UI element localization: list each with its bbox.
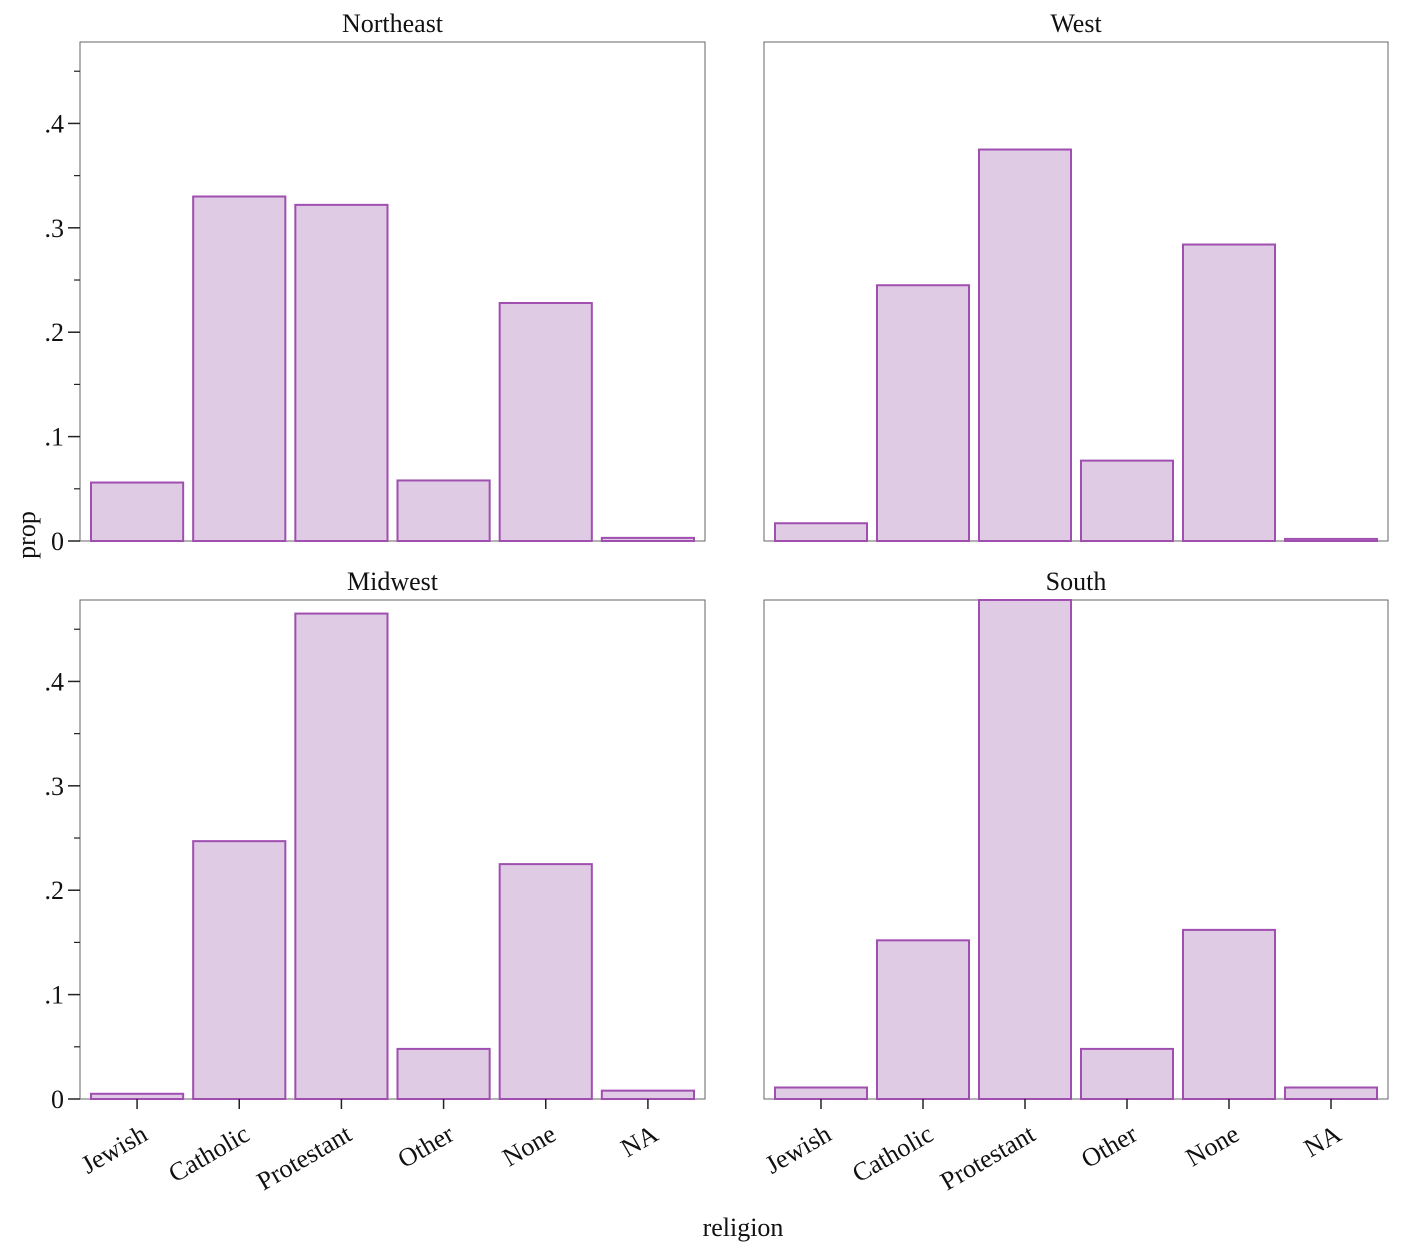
panel-title-west: West [1050,9,1102,38]
panel-frame-midwest [79,599,706,1100]
bar-midwest-na [600,1089,695,1101]
bar-south-na [1284,1086,1378,1100]
x-tick-label-south-na: NA [1299,1119,1346,1163]
bar-south-none [1182,928,1276,1101]
y-tick-label-midwest: .3 [45,772,65,801]
x-tick-label-midwest-catholic: Catholic [163,1119,254,1188]
bar-northeast-other [396,479,491,542]
y-tick-label-midwest: 0 [51,1085,64,1114]
y-tick-label-midwest: .4 [45,667,65,696]
panel-title-northeast: Northeast [342,9,444,38]
y-tick-label-northeast: .3 [45,214,65,243]
bar-west-jewish [774,522,868,542]
x-axis-title: religion [703,1213,784,1242]
bar-northeast-catholic [192,195,287,542]
bar-south-other [1080,1047,1174,1101]
bar-midwest-protestant [294,612,389,1100]
x-tick-label-south-none: None [1181,1119,1244,1172]
bar-south-catholic [876,939,970,1101]
x-tick-label-south-jewish: Jewish [760,1119,836,1180]
bar-west-none [1182,243,1276,542]
x-tick-label-south-protestant: Protestant [935,1119,1040,1196]
bar-northeast-none [498,301,593,543]
y-tick-label-midwest: .2 [45,876,65,905]
panel-title-south: South [1046,567,1107,596]
panel-frame-west [763,41,1389,542]
x-tick-label-south-catholic: Catholic [847,1119,938,1188]
bar-west-catholic [876,284,970,542]
y-tick-label-northeast: 0 [51,527,64,556]
y-axis-title: prop [12,511,41,559]
panel-frame-south [763,599,1389,1100]
bar-midwest-catholic [192,840,287,1101]
x-tick-label-midwest-none: None [497,1119,560,1172]
panel-frame-northeast [79,41,706,542]
bar-northeast-protestant [294,203,389,543]
bar-south-jewish [774,1086,868,1100]
bar-midwest-jewish [90,1092,185,1101]
y-tick-label-midwest: .1 [45,981,65,1010]
panel-title-midwest: Midwest [347,567,439,596]
bar-south-protestant [978,599,1072,1100]
y-tick-label-northeast: .1 [45,423,65,452]
bar-midwest-none [498,863,593,1100]
y-tick-label-northeast: .4 [45,109,65,138]
y-tick-label-northeast: .2 [45,318,65,347]
bar-west-na [1284,537,1378,542]
bar-west-protestant [978,148,1072,542]
x-tick-label-midwest-protestant: Protestant [252,1119,357,1196]
bar-west-other [1080,459,1174,542]
x-tick-label-midwest-jewish: Jewish [76,1119,152,1180]
bar-northeast-jewish [90,481,185,542]
x-tick-label-midwest-na: NA [616,1119,663,1163]
bar-midwest-other [396,1047,491,1101]
x-tick-label-midwest-other: Other [393,1119,459,1174]
bar-northeast-na [600,536,695,543]
x-tick-label-south-other: Other [1076,1119,1142,1174]
